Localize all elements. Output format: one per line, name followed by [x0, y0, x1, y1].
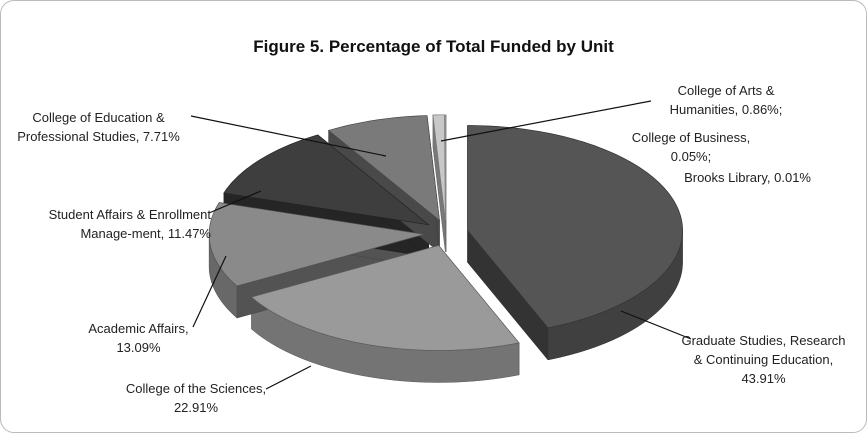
- data-label: Academic Affairs, 13.09%: [88, 321, 189, 355]
- data-label: Student Affairs & Enrollment Manage-ment…: [48, 207, 211, 241]
- pie-slice: [208, 202, 425, 287]
- data-label: Graduate Studies, Research & Continuing …: [681, 333, 846, 386]
- data-label: Brooks Library, 0.01%: [684, 170, 811, 185]
- leader-line: [440, 100, 652, 142]
- chart-title: Figure 5. Percentage of Total Funded by …: [253, 37, 614, 56]
- leader-line: [190, 115, 387, 157]
- pie-slice: [223, 134, 430, 226]
- pie-slice: [467, 125, 683, 329]
- leader-line: [208, 190, 262, 214]
- leader-line: [265, 365, 312, 390]
- pie-slice: [250, 245, 520, 351]
- data-label: College of the Sciences, 22.91%: [125, 381, 267, 415]
- leader-line: [620, 310, 692, 340]
- pie-slice: [327, 115, 440, 222]
- data-label: College of Business, 0.05%;: [631, 130, 751, 164]
- data-label: College of Arts & Humanities, 0.86%;: [669, 83, 783, 117]
- data-label: College of Education & Professional Stud…: [17, 110, 180, 144]
- leader-line: [192, 255, 227, 328]
